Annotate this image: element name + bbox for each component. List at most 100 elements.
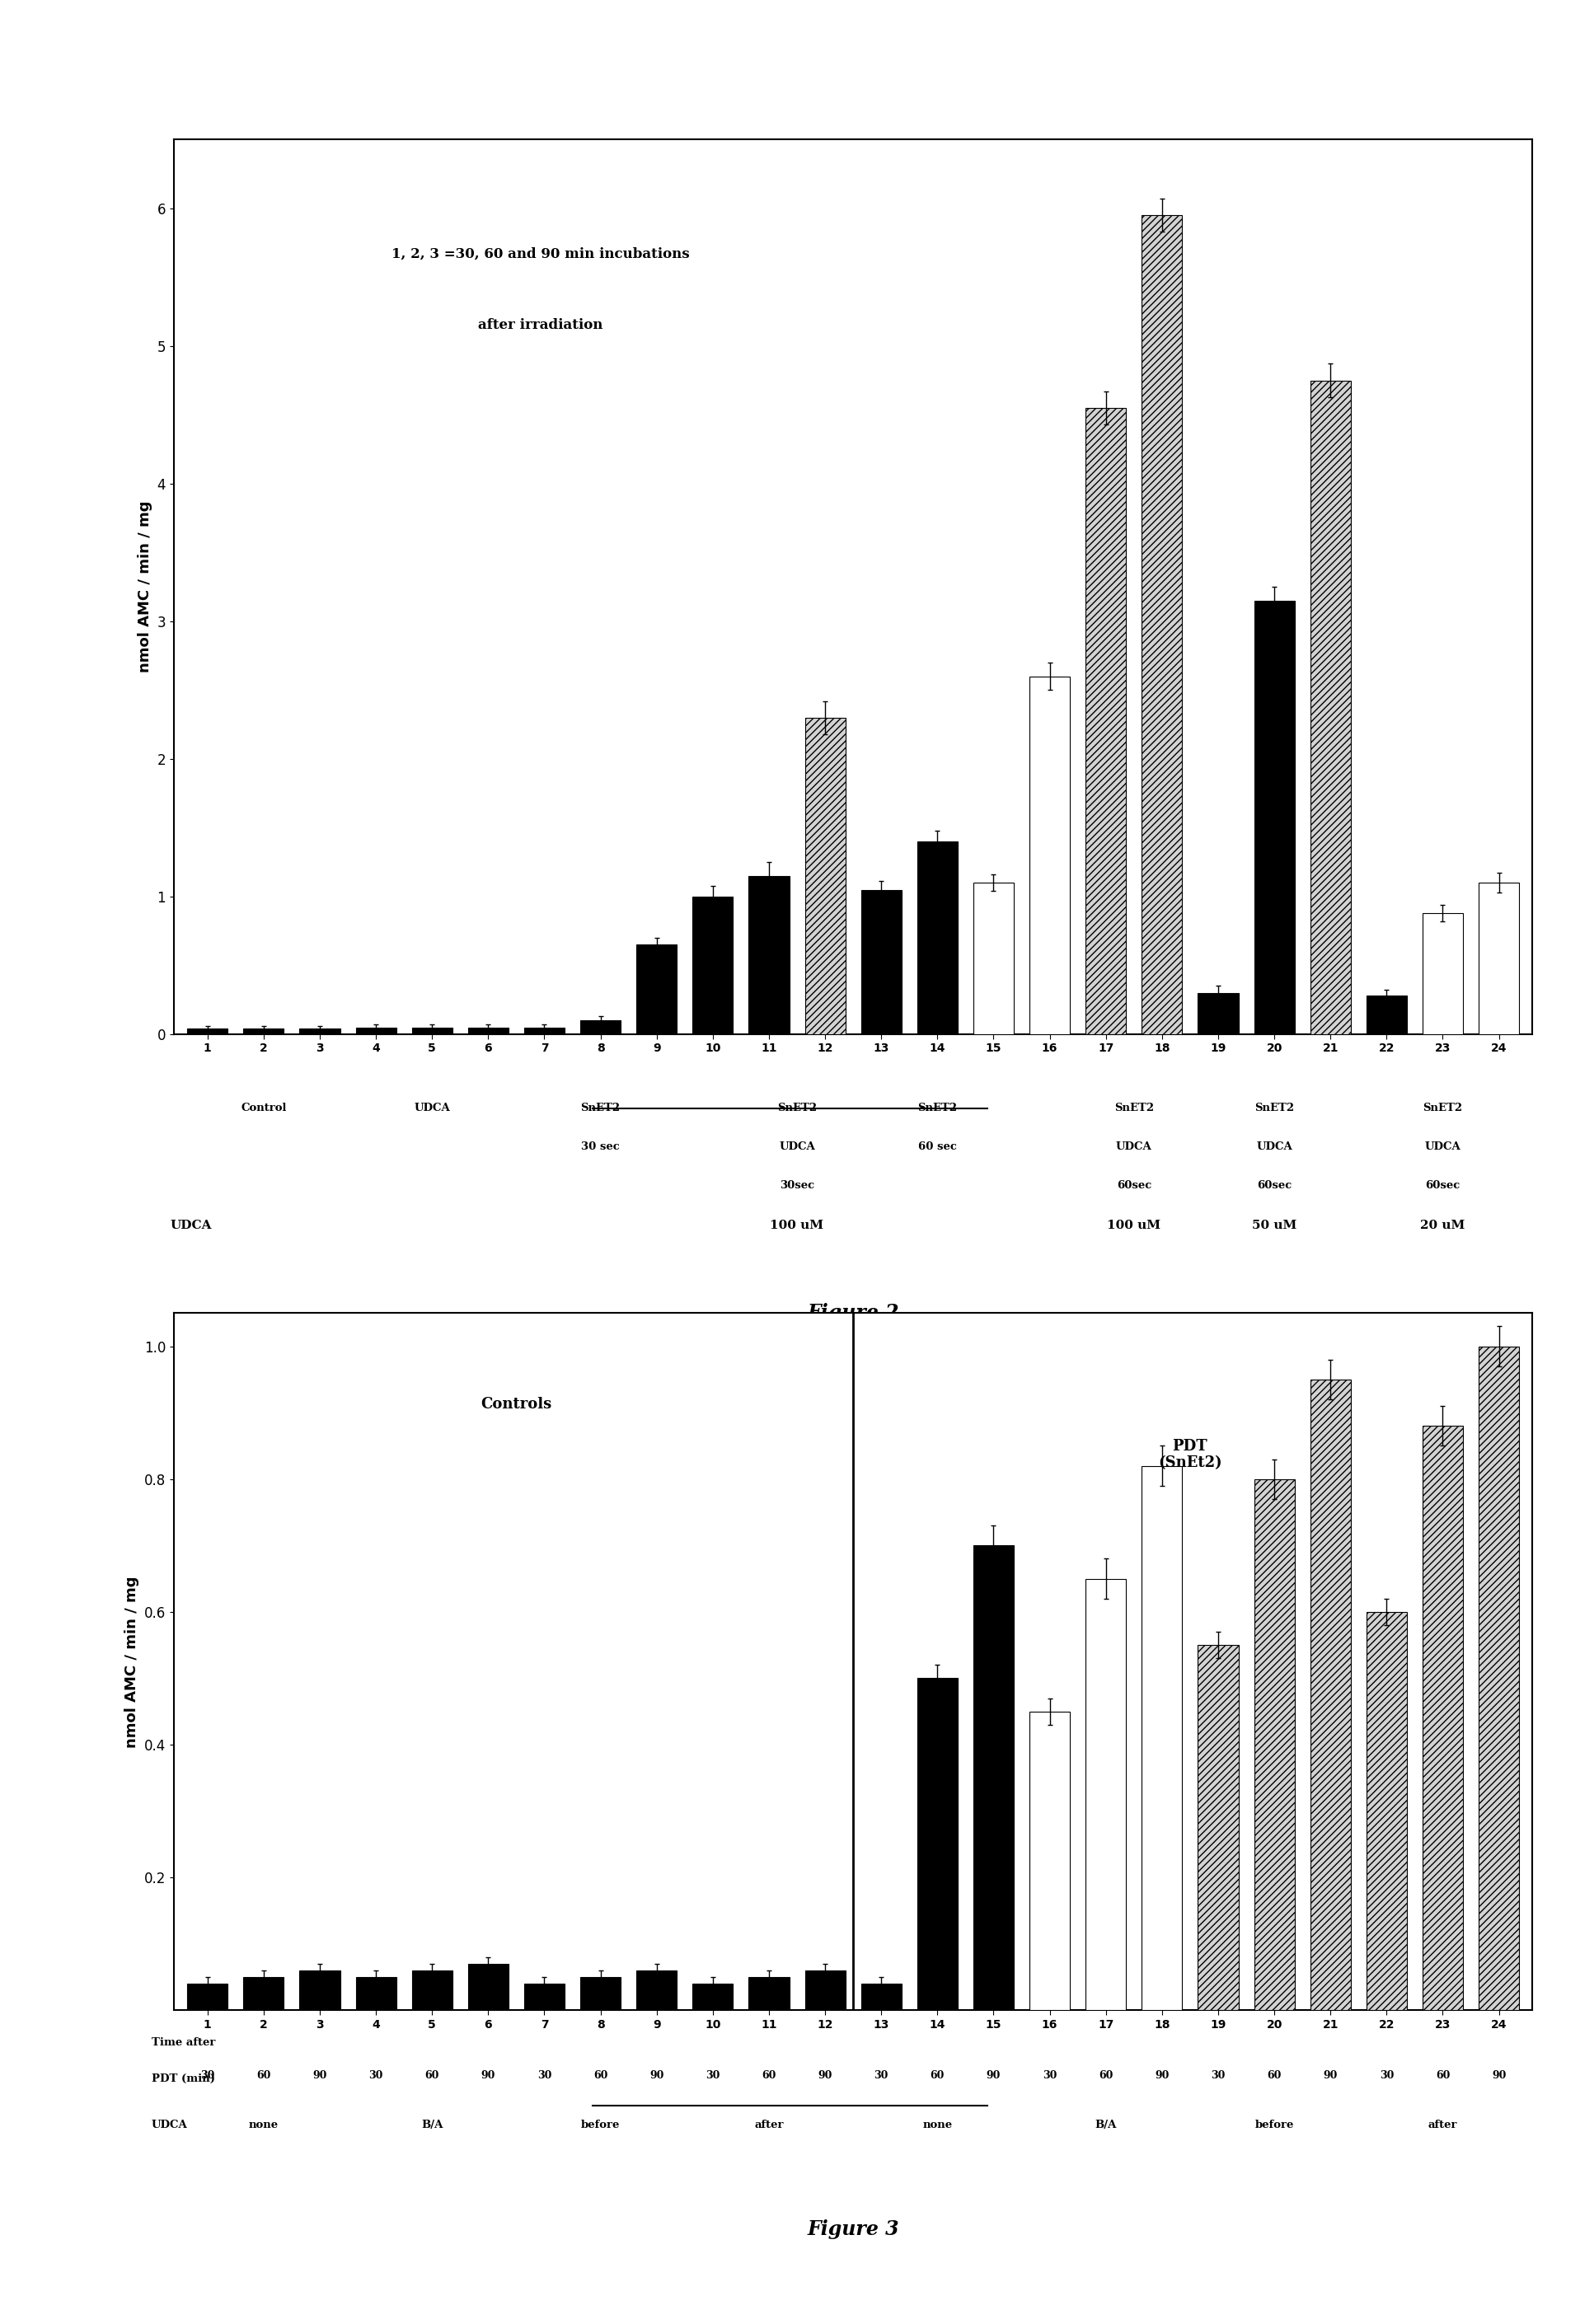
Bar: [580, 1020, 621, 1034]
Text: UDCA: UDCA: [169, 1220, 212, 1232]
Bar: [1198, 992, 1239, 1034]
Bar: [1310, 381, 1351, 1034]
Text: PDT (min): PDT (min): [152, 2073, 215, 2085]
Text: SnET2: SnET2: [1255, 1104, 1294, 1113]
Text: 90: 90: [649, 2071, 664, 2080]
Text: Figure 3: Figure 3: [807, 2219, 899, 2240]
Text: 1, 2, 3 =30, 60 and 90 min incubations: 1, 2, 3 =30, 60 and 90 min incubations: [392, 246, 690, 260]
Bar: [1142, 216, 1182, 1034]
Text: 30: 30: [874, 2071, 888, 2080]
Text: UDCA: UDCA: [1256, 1141, 1292, 1153]
Bar: [973, 883, 1014, 1034]
Text: 60sec: 60sec: [1258, 1181, 1292, 1190]
Text: Figure 2: Figure 2: [807, 1301, 899, 1322]
Text: PDT
(SnEt2): PDT (SnEt2): [1158, 1439, 1221, 1471]
Text: SnET2: SnET2: [1424, 1104, 1463, 1113]
Bar: [1367, 1613, 1406, 2010]
Text: 90: 90: [818, 2071, 833, 2080]
Text: SnET2: SnET2: [918, 1104, 957, 1113]
Bar: [749, 1978, 788, 2010]
Text: 60 sec: 60 sec: [918, 1141, 957, 1153]
Text: B/A: B/A: [422, 2119, 442, 2131]
Text: SnET2: SnET2: [1114, 1104, 1153, 1113]
Text: after: after: [1428, 2119, 1457, 2131]
Text: UDCA: UDCA: [779, 1141, 815, 1153]
Bar: [525, 1985, 564, 2010]
Bar: [637, 944, 676, 1034]
Bar: [356, 1027, 397, 1034]
Bar: [300, 1971, 340, 2010]
Y-axis label: nmol AMC / min / mg: nmol AMC / min / mg: [137, 502, 152, 672]
Text: 60: 60: [931, 2071, 945, 2080]
Bar: [1422, 913, 1463, 1034]
Text: UDCA: UDCA: [152, 2119, 188, 2131]
Bar: [356, 1978, 397, 2010]
Text: B/A: B/A: [1095, 2119, 1117, 2131]
Text: 60sec: 60sec: [1117, 1181, 1152, 1190]
Text: 30sec: 30sec: [779, 1181, 814, 1190]
Text: 30: 30: [1379, 2071, 1394, 2080]
Bar: [973, 1545, 1014, 2010]
Bar: [525, 1027, 564, 1034]
Bar: [749, 876, 788, 1034]
Text: 60: 60: [1436, 2071, 1450, 2080]
Bar: [1255, 600, 1294, 1034]
Text: 30 sec: 30 sec: [581, 1141, 619, 1153]
Bar: [1255, 1478, 1294, 2010]
Text: 30: 30: [368, 2071, 382, 2080]
Text: 90: 90: [1324, 2071, 1338, 2080]
Bar: [468, 1964, 509, 2010]
Text: 60: 60: [594, 2071, 608, 2080]
Text: Control: Control: [240, 1104, 286, 1113]
Text: 60: 60: [1267, 2071, 1281, 2080]
Bar: [1422, 1427, 1463, 2010]
Bar: [243, 1030, 284, 1034]
Bar: [1479, 883, 1518, 1034]
Bar: [692, 1985, 733, 2010]
Text: 90: 90: [480, 2071, 496, 2080]
Text: 60: 60: [425, 2071, 439, 2080]
Bar: [861, 890, 902, 1034]
Text: after irradiation: after irradiation: [479, 318, 604, 332]
Text: 60: 60: [762, 2071, 776, 2080]
Y-axis label: nmol AMC / min / mg: nmol AMC / min / mg: [125, 1576, 139, 1748]
Text: 50 uM: 50 uM: [1251, 1220, 1297, 1232]
Bar: [243, 1978, 284, 2010]
Bar: [188, 1030, 228, 1034]
Bar: [804, 1971, 845, 2010]
Bar: [1198, 1645, 1239, 2010]
Text: after: after: [754, 2119, 784, 2131]
Text: none: none: [248, 2119, 278, 2131]
Bar: [918, 841, 957, 1034]
Bar: [188, 1985, 228, 2010]
Text: 90: 90: [1155, 2071, 1169, 2080]
Bar: [1142, 1466, 1182, 2010]
Text: UDCA: UDCA: [1115, 1141, 1152, 1153]
Bar: [804, 718, 845, 1034]
Text: SnET2: SnET2: [581, 1104, 621, 1113]
Text: Controls: Controls: [480, 1397, 551, 1411]
Bar: [412, 1971, 452, 2010]
Text: Time after: Time after: [152, 2036, 215, 2047]
Text: UDCA: UDCA: [414, 1104, 450, 1113]
Text: 90: 90: [313, 2071, 327, 2080]
Bar: [692, 897, 733, 1034]
Bar: [918, 1678, 957, 2010]
Text: 90: 90: [986, 2071, 1000, 2080]
Bar: [1310, 1380, 1351, 2010]
Text: 90: 90: [1492, 2071, 1506, 2080]
Text: 60: 60: [256, 2071, 270, 2080]
Bar: [1085, 407, 1127, 1034]
Text: 100 uM: 100 uM: [769, 1220, 823, 1232]
Bar: [1479, 1346, 1518, 2010]
Text: none: none: [923, 2119, 953, 2131]
Bar: [300, 1030, 340, 1034]
Text: 60: 60: [1098, 2071, 1112, 2080]
Text: before: before: [1255, 2119, 1294, 2131]
Text: 30: 30: [1210, 2071, 1226, 2080]
Bar: [468, 1027, 509, 1034]
Text: UDCA: UDCA: [1425, 1141, 1462, 1153]
Bar: [1030, 676, 1070, 1034]
Bar: [580, 1978, 621, 2010]
Bar: [1030, 1710, 1070, 2010]
